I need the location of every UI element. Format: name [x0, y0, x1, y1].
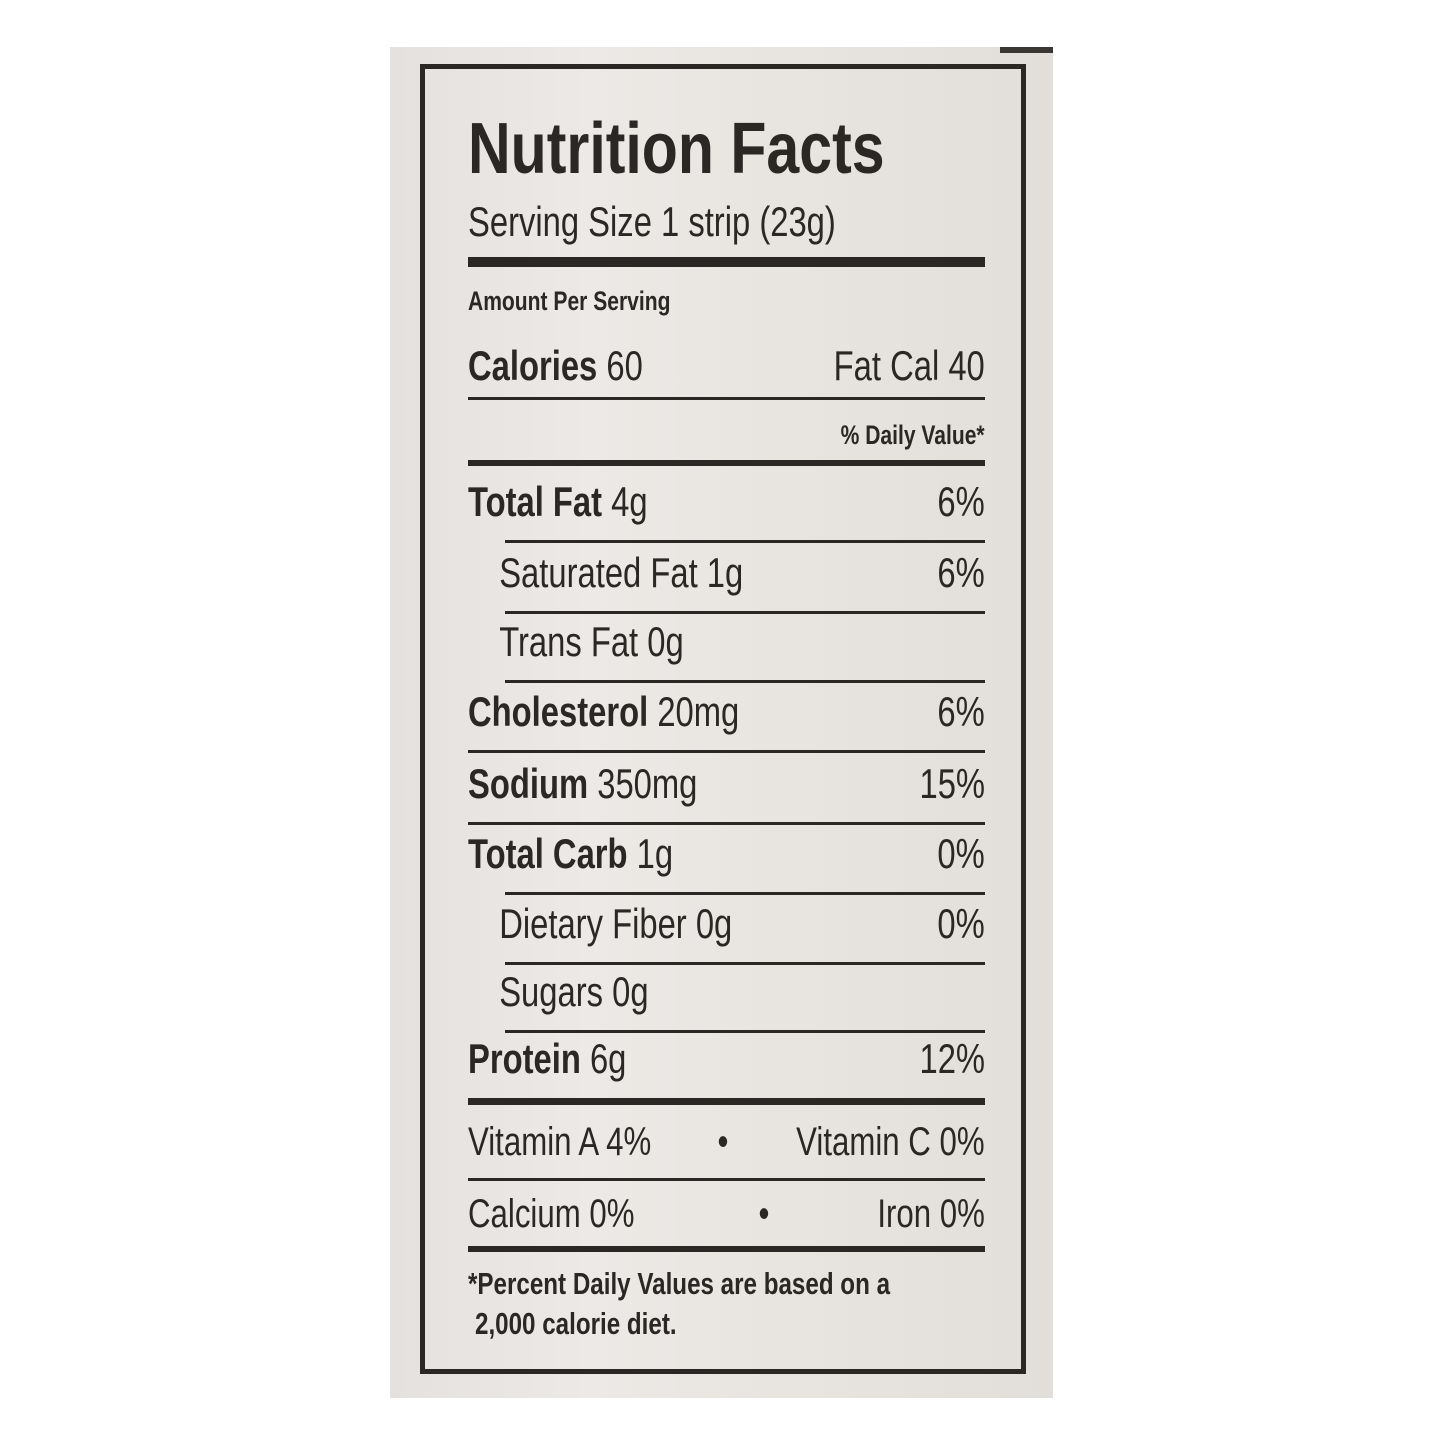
- nutrient-amount: 0g: [695, 900, 733, 947]
- divider: [505, 611, 985, 614]
- divider-thick: [468, 257, 985, 267]
- nutrient-amount: 20mg: [657, 688, 740, 735]
- nutrient-row: Saturated Fat 1g 6%: [468, 549, 985, 597]
- nutrient-row: Total Carb 1g 0%: [468, 830, 985, 878]
- nutrient-row: Dietary Fiber 0g 0%: [468, 900, 985, 948]
- iron: Iron 0%: [877, 1192, 985, 1236]
- vitamins-row: Vitamin A 4% • Vitamin C 0%: [468, 1120, 985, 1165]
- nutrient-name: Cholesterol: [468, 688, 649, 735]
- nutrient-amount: 350mg: [597, 760, 698, 807]
- minerals-row: Calcium 0% • Iron 0%: [468, 1192, 985, 1237]
- nutrient-dv: 6%: [937, 688, 985, 735]
- amount-per-serving-text: Amount Per Serving: [468, 286, 671, 316]
- calories-label: Calories: [468, 342, 598, 389]
- vitamin-a: Vitamin A 4%: [468, 1120, 652, 1164]
- calcium: Calcium 0%: [468, 1192, 635, 1236]
- nutrient-dv: 15%: [919, 760, 985, 807]
- nutrient-dv: 6%: [937, 478, 985, 525]
- divider: [505, 540, 985, 543]
- nutrient-name: Total Fat: [468, 478, 603, 525]
- nutrient-amount: 6g: [589, 1035, 627, 1082]
- footnote-line-1: *Percent Daily Values are based on a: [468, 1266, 985, 1302]
- amount-per-serving: Amount Per Serving: [468, 286, 985, 317]
- package-edge: [1000, 47, 1053, 53]
- calories-value: 60: [606, 342, 643, 389]
- divider: [505, 680, 985, 683]
- nutrient-name: Sugars: [499, 968, 604, 1015]
- divider: [468, 750, 985, 753]
- fat-cal: Fat Cal 40: [833, 342, 985, 389]
- nutrient-name: Saturated Fat: [499, 549, 698, 596]
- serving-size: Serving Size 1 strip (23g): [468, 198, 985, 246]
- nutrient-amount: 1g: [706, 549, 744, 596]
- vitamin-c: Vitamin C 0%: [796, 1120, 985, 1164]
- divider: [468, 822, 985, 825]
- footnote-text: 2,000 calorie diet.: [475, 1306, 677, 1341]
- nutrient-name: Protein: [468, 1035, 581, 1082]
- label-border: [420, 64, 1026, 1374]
- divider: [468, 397, 985, 400]
- bullet: •: [717, 1120, 729, 1164]
- title-text: Nutrition Facts: [468, 109, 885, 189]
- nutrient-dv: 0%: [937, 900, 985, 947]
- divider-thick: [468, 460, 985, 466]
- divider-thick: [468, 1246, 985, 1252]
- nutrient-row: Sodium 350mg 15%: [468, 760, 985, 808]
- nutrient-name: Total Carb: [468, 830, 628, 877]
- nutrient-row: Cholesterol 20mg 6%: [468, 688, 985, 736]
- divider: [505, 962, 985, 965]
- nutrient-dv: 0%: [937, 830, 985, 877]
- nutrient-amount: 4g: [611, 478, 648, 525]
- daily-value-text: % Daily Value*: [841, 420, 985, 450]
- label-title: Nutrition Facts: [468, 108, 985, 190]
- nutrient-amount: 0g: [647, 618, 684, 665]
- nutrient-row: Sugars 0g: [468, 968, 985, 1016]
- nutrient-amount: 0g: [612, 968, 649, 1015]
- nutrient-row: Protein 6g 12%: [468, 1035, 985, 1083]
- nutrient-name: Trans Fat: [499, 618, 639, 665]
- nutrient-amount: 1g: [636, 830, 674, 877]
- calories-row: Calories 60 Fat Cal 40: [468, 342, 985, 390]
- nutrient-row: Trans Fat 0g: [468, 618, 985, 666]
- nutrient-name: Sodium: [468, 760, 589, 807]
- nutrient-row: Total Fat 4g 6%: [468, 478, 985, 526]
- nutrient-dv: 6%: [937, 549, 985, 596]
- divider: [505, 892, 985, 895]
- nutrient-name: Dietary Fiber: [499, 900, 687, 947]
- daily-value-header: % Daily Value*: [468, 420, 985, 451]
- bullet: •: [758, 1192, 770, 1236]
- serving-size-text: Serving Size 1 strip (23g): [468, 198, 836, 245]
- footnote-line-2: 2,000 calorie diet.: [475, 1306, 992, 1342]
- package-background: [390, 47, 1053, 1398]
- divider: [505, 1030, 985, 1033]
- divider: [468, 1178, 985, 1181]
- footnote-text: *Percent Daily Values are based on a: [468, 1266, 891, 1301]
- nutrient-dv: 12%: [919, 1035, 985, 1082]
- divider-thick: [468, 1098, 985, 1105]
